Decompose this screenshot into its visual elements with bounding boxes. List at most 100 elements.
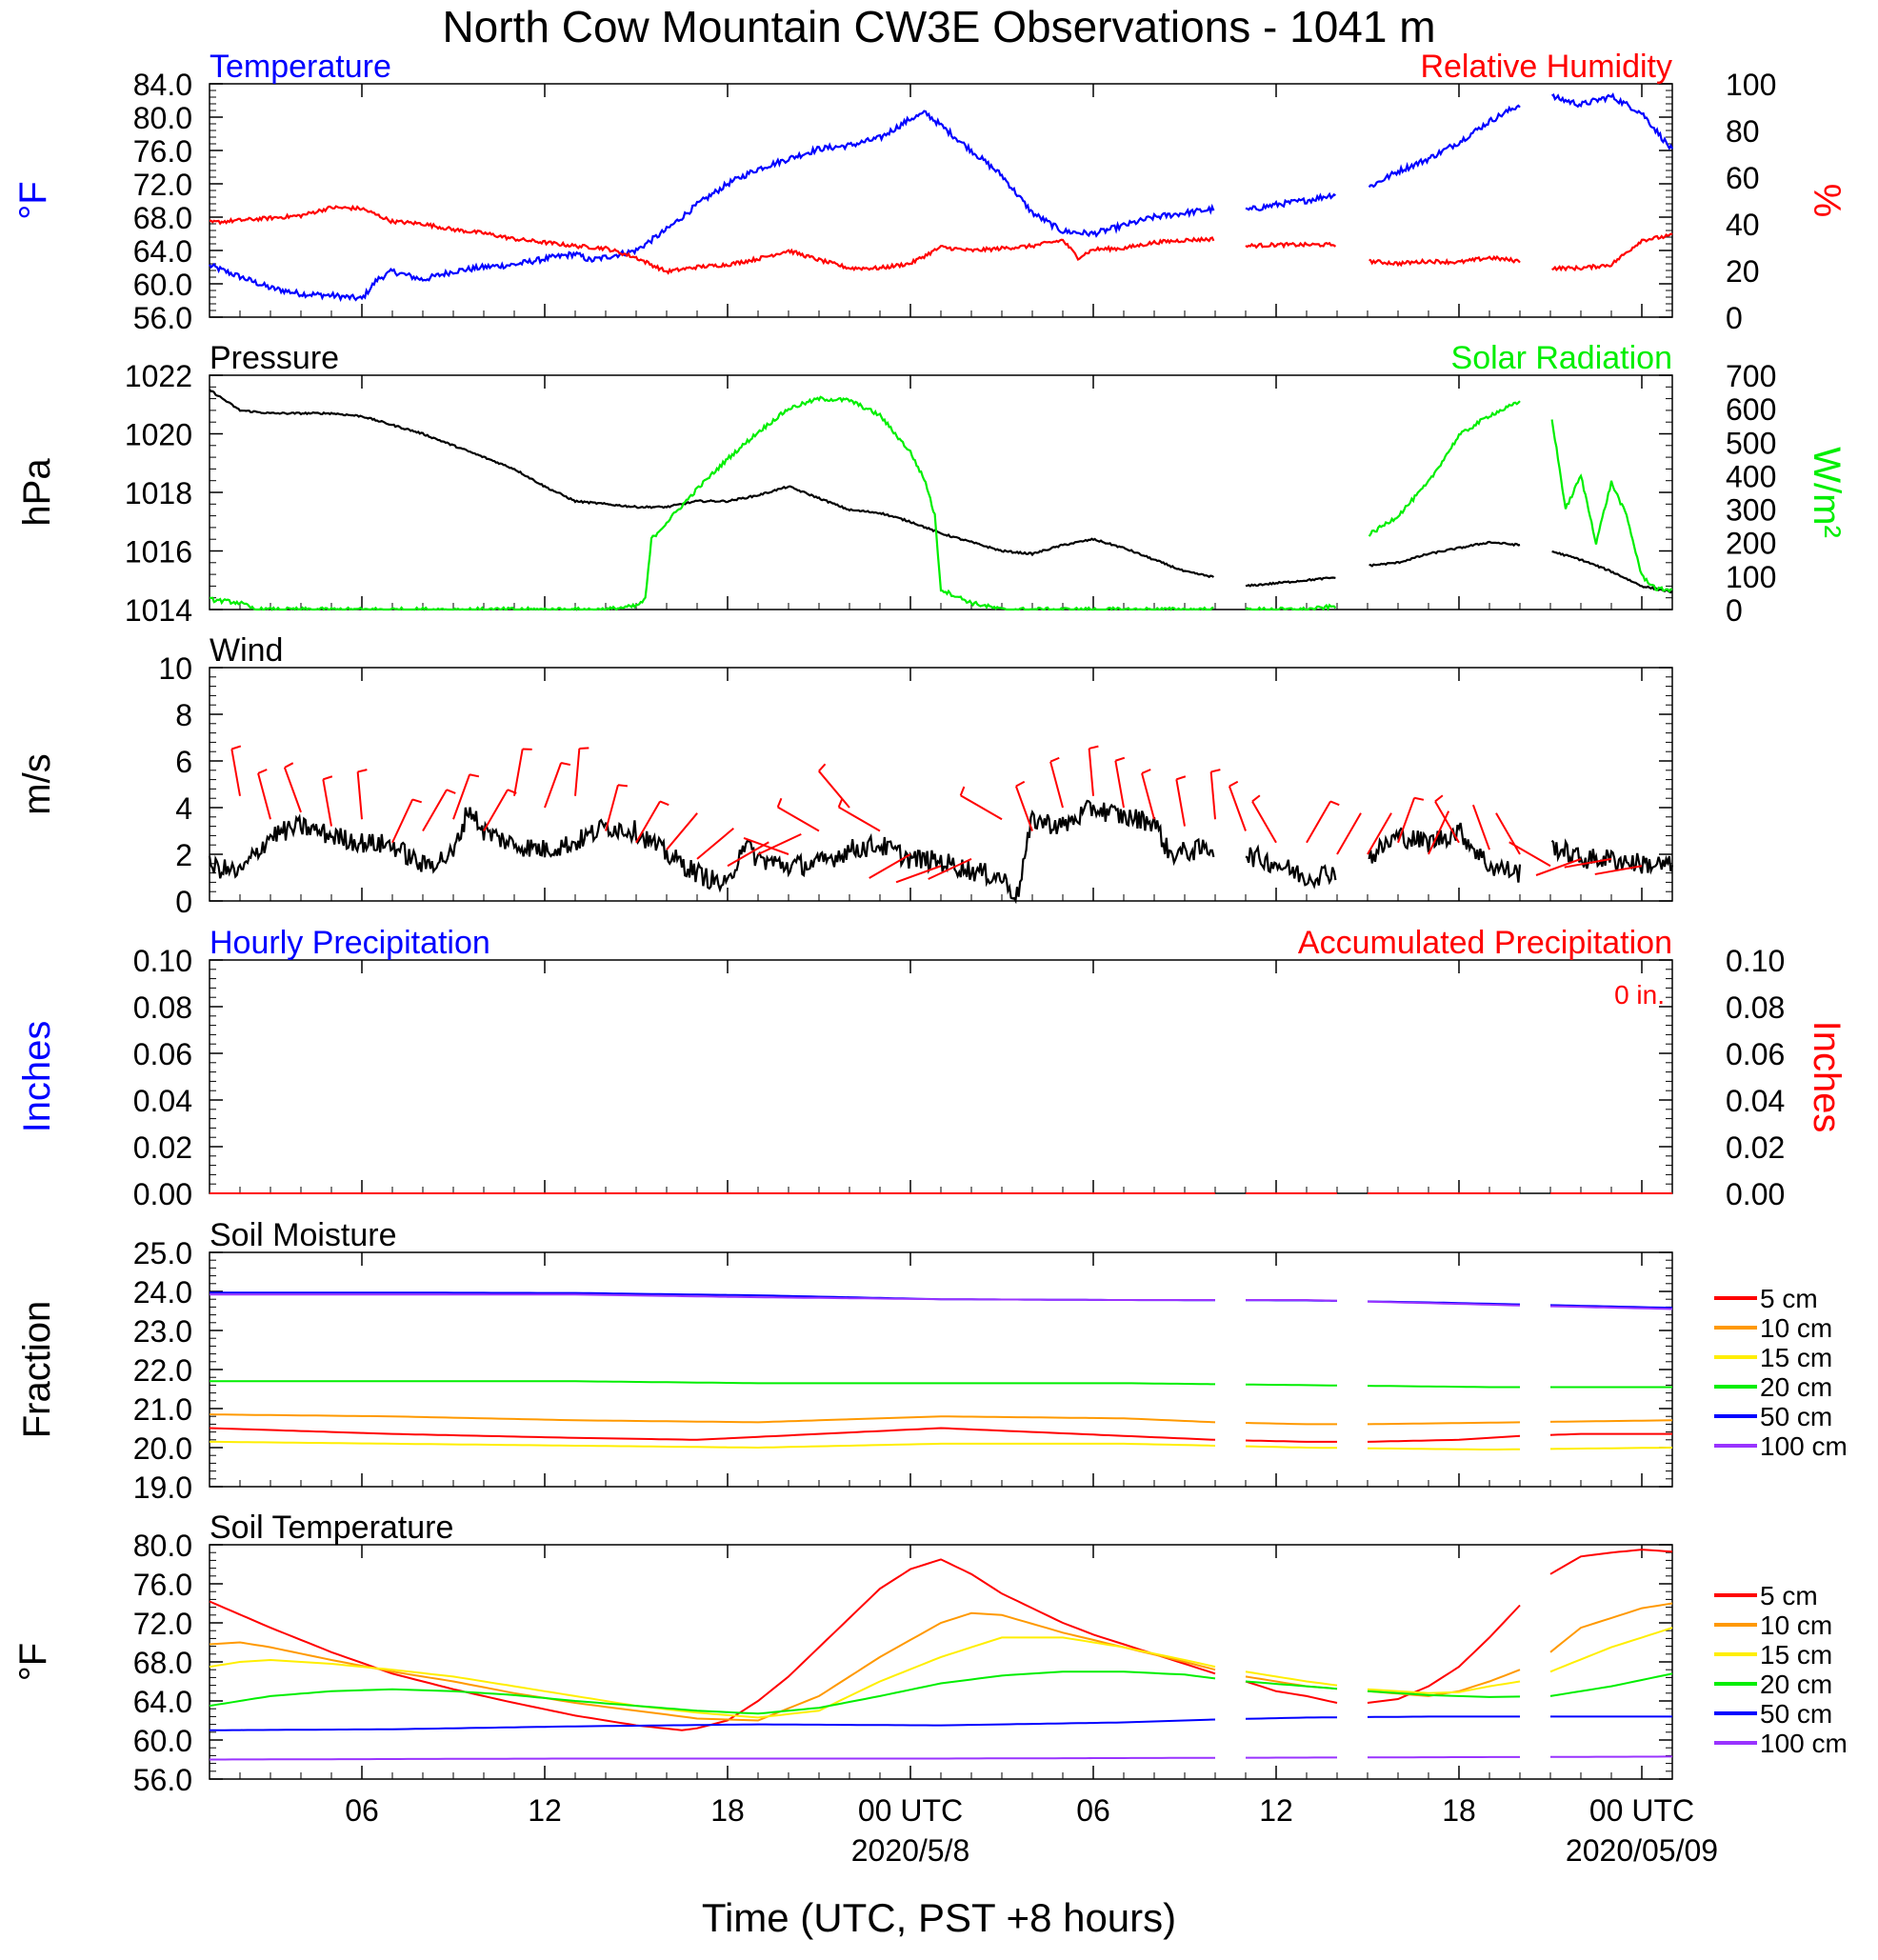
wind-barb: [1509, 842, 1550, 866]
y-tick-label-right: 0.06: [1726, 1037, 1785, 1071]
series-line-black: [210, 801, 1672, 901]
y-axis-label-left: hPa: [16, 458, 58, 527]
y-tick-label-left: 22.0: [133, 1353, 192, 1388]
y-tick-label-left: 60.0: [133, 268, 192, 302]
wind-barb-flag: [1330, 801, 1339, 805]
y-tick-label-left: 23.0: [133, 1314, 192, 1349]
wind-barb: [545, 763, 561, 808]
y-tick-label-left: 0.04: [133, 1084, 192, 1118]
wind-barb: [514, 750, 523, 796]
panel-title-left: Pressure: [210, 340, 339, 376]
y-tick-label-right: 0.10: [1726, 944, 1785, 978]
wind-barb: [285, 768, 301, 812]
legend-label: 10 cm: [1760, 1313, 1832, 1343]
y-tick-label-left: 80.0: [133, 101, 192, 135]
y-tick-label-right: 40: [1726, 208, 1760, 242]
legend-label: 5 cm: [1760, 1581, 1818, 1610]
wind-barb-flag: [561, 763, 570, 765]
series-line-red: [210, 207, 1672, 273]
wind-barb-flag: [1435, 795, 1443, 801]
y-tick-label-right: 700: [1726, 359, 1776, 393]
y-tick-label-right: 500: [1726, 426, 1776, 460]
wind-barb: [1115, 761, 1124, 808]
series-line-50cm: [210, 1716, 1672, 1730]
wind-barb-flag: [323, 776, 332, 779]
y-axis-label-left: Inches: [16, 1021, 58, 1133]
series-line-10cm: [210, 1604, 1672, 1721]
panel-title-right: Solar Radiation: [1451, 340, 1672, 376]
y-tick-label-left: 1022: [125, 359, 192, 393]
y-tick-label-left: 0.02: [133, 1130, 192, 1165]
legend-label: 15 cm: [1760, 1343, 1832, 1372]
panel-frame: [210, 1545, 1672, 1779]
y-tick-label-left: 80.0: [133, 1529, 192, 1563]
y-axis-label-right: %: [1806, 184, 1848, 218]
wind-barb-flag: [1414, 798, 1424, 800]
wind-barb: [869, 854, 910, 878]
y-tick-label-left: 76.0: [133, 1568, 192, 1602]
y-tick-label-right: 80: [1726, 114, 1760, 149]
y-axis-label-right: W/m²: [1806, 447, 1848, 538]
series-line-green: [210, 397, 1672, 610]
y-tick-label-left: 24.0: [133, 1275, 192, 1310]
y-tick-label-left: 19.0: [133, 1470, 192, 1505]
y-axis-label-left: m/s: [16, 753, 58, 814]
wind-barb: [1337, 813, 1361, 854]
y-tick-label-left: 0.08: [133, 990, 192, 1025]
wind-barb: [1473, 805, 1489, 850]
series-line-5cm: [210, 1550, 1672, 1730]
series-line-100cm: [210, 1294, 1672, 1309]
y-tick-label-right: 100: [1726, 68, 1776, 102]
y-tick-label-left: 60.0: [133, 1724, 192, 1758]
y-tick-label-left: 0.06: [133, 1037, 192, 1071]
wind-barb-flag: [1016, 782, 1025, 787]
wind-barb: [323, 779, 331, 826]
legend-label: 15 cm: [1760, 1640, 1832, 1670]
y-tick-label-right: 0: [1726, 301, 1743, 335]
panel-frame: [210, 960, 1672, 1193]
series-line-100cm: [210, 1756, 1672, 1759]
wind-barb: [1089, 749, 1093, 796]
wind-barb-flag: [961, 787, 965, 795]
y-tick-label-left: 1016: [125, 535, 192, 570]
y-tick-label-left: 8: [175, 698, 192, 732]
wind-barb: [896, 866, 941, 882]
wind-barb: [358, 771, 362, 819]
panel-wind: [210, 668, 1672, 901]
wind-barb-flag: [839, 798, 843, 807]
y-tick-label-left: 25.0: [133, 1236, 192, 1270]
wind-barb: [1176, 779, 1185, 826]
y-tick-label-left: 1014: [125, 593, 192, 628]
wind-barb-flag: [1089, 747, 1099, 749]
x-tick-label: 06: [345, 1793, 379, 1828]
wind-barb: [423, 790, 447, 830]
wind-barb-flag: [1211, 770, 1221, 771]
y-tick-label-right: 0: [1726, 593, 1743, 628]
panel-precipitation: [210, 960, 1672, 1193]
series-line-10cm: [210, 1414, 1672, 1424]
y-tick-label-right: 20: [1726, 254, 1760, 289]
wind-barb-flag: [258, 770, 267, 773]
y-tick-label-left: 20.0: [133, 1431, 192, 1466]
wind-barb: [231, 750, 240, 796]
y-tick-label-right: 0.08: [1726, 990, 1785, 1025]
y-tick-label-left: 4: [175, 791, 192, 826]
panel-title-left: Hourly Precipitation: [210, 925, 490, 961]
wind-barb: [778, 808, 819, 831]
y-tick-label-right: 600: [1726, 392, 1776, 427]
y-tick-label-left: 84.0: [133, 68, 192, 102]
x-tick-label: 12: [1259, 1793, 1293, 1828]
series-line-15cm: [210, 1628, 1672, 1717]
legend-label: 5 cm: [1760, 1284, 1818, 1313]
wind-barb-flag: [1176, 776, 1186, 779]
y-tick-label-left: 10: [158, 651, 192, 686]
wind-barb: [1307, 801, 1330, 842]
legend-label: 20 cm: [1760, 1670, 1832, 1699]
panel-frame: [210, 375, 1672, 610]
x-tick-label: 12: [528, 1793, 562, 1828]
panel-pressure_solar: [210, 375, 1672, 610]
series-line-black: [210, 390, 1672, 592]
wind-barb-flag: [1252, 795, 1260, 801]
chart-title: North Cow Mountain CW3E Observations - 1…: [442, 2, 1435, 51]
